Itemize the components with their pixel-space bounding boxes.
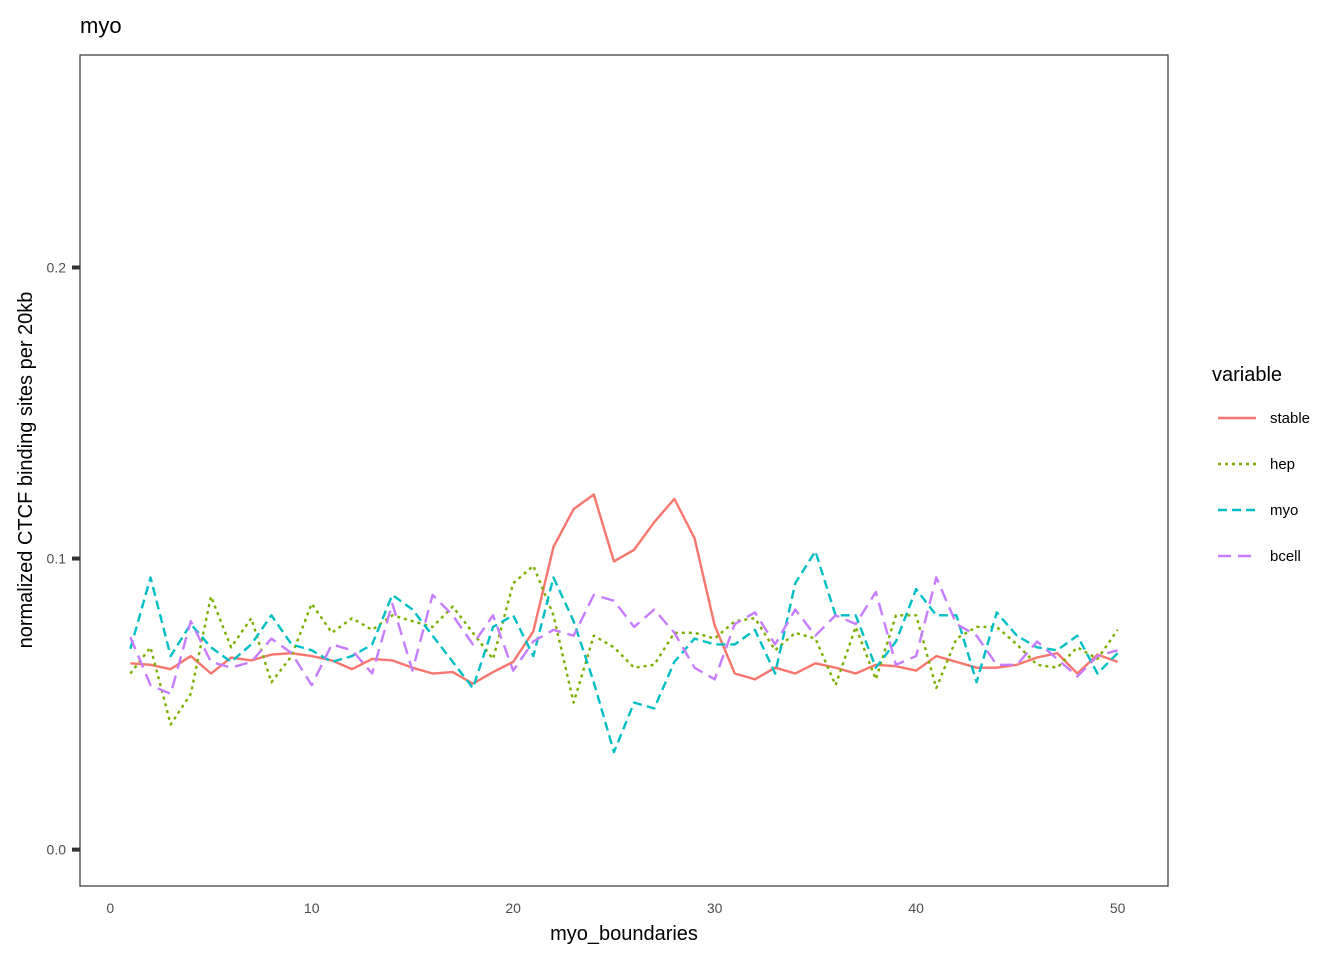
legend-label-stable: stable bbox=[1270, 410, 1310, 427]
x-tick-label: 0 bbox=[106, 900, 114, 916]
x-tick-label: 40 bbox=[908, 900, 924, 916]
series-layer bbox=[129, 493, 1119, 754]
x-tick-label: 50 bbox=[1110, 900, 1126, 916]
legend-label-myo: myo bbox=[1270, 502, 1298, 519]
y-axis-title: normalized CTCF binding sites per 20kb bbox=[15, 292, 37, 649]
y-tick-label: 0.0 bbox=[47, 842, 67, 858]
x-axis-title: myo_boundaries bbox=[550, 923, 698, 945]
x-tick-label: 10 bbox=[304, 900, 320, 916]
series-line-stable bbox=[130, 493, 1119, 685]
legend-label-bcell: bcell bbox=[1270, 548, 1301, 565]
y-tick-label: 0.2 bbox=[47, 259, 67, 275]
legend: variable stable hep myo bcell bbox=[1212, 364, 1310, 565]
series-line-bcell bbox=[129, 576, 1118, 696]
series-line-myo bbox=[129, 550, 1119, 754]
x-axis: 0 10 20 30 40 50 bbox=[106, 900, 1125, 916]
legend-title: variable bbox=[1212, 364, 1282, 386]
plot-panel bbox=[79, 54, 1169, 887]
series-line-hep bbox=[129, 564, 1119, 726]
legend-label-hep: hep bbox=[1270, 456, 1295, 473]
x-tick-label: 20 bbox=[505, 900, 521, 916]
chart-title: myo bbox=[80, 13, 122, 38]
y-tick-label: 0.1 bbox=[47, 551, 67, 567]
y-axis: 0.0 0.1 0.2 bbox=[47, 259, 80, 858]
x-tick-label: 30 bbox=[707, 900, 723, 916]
